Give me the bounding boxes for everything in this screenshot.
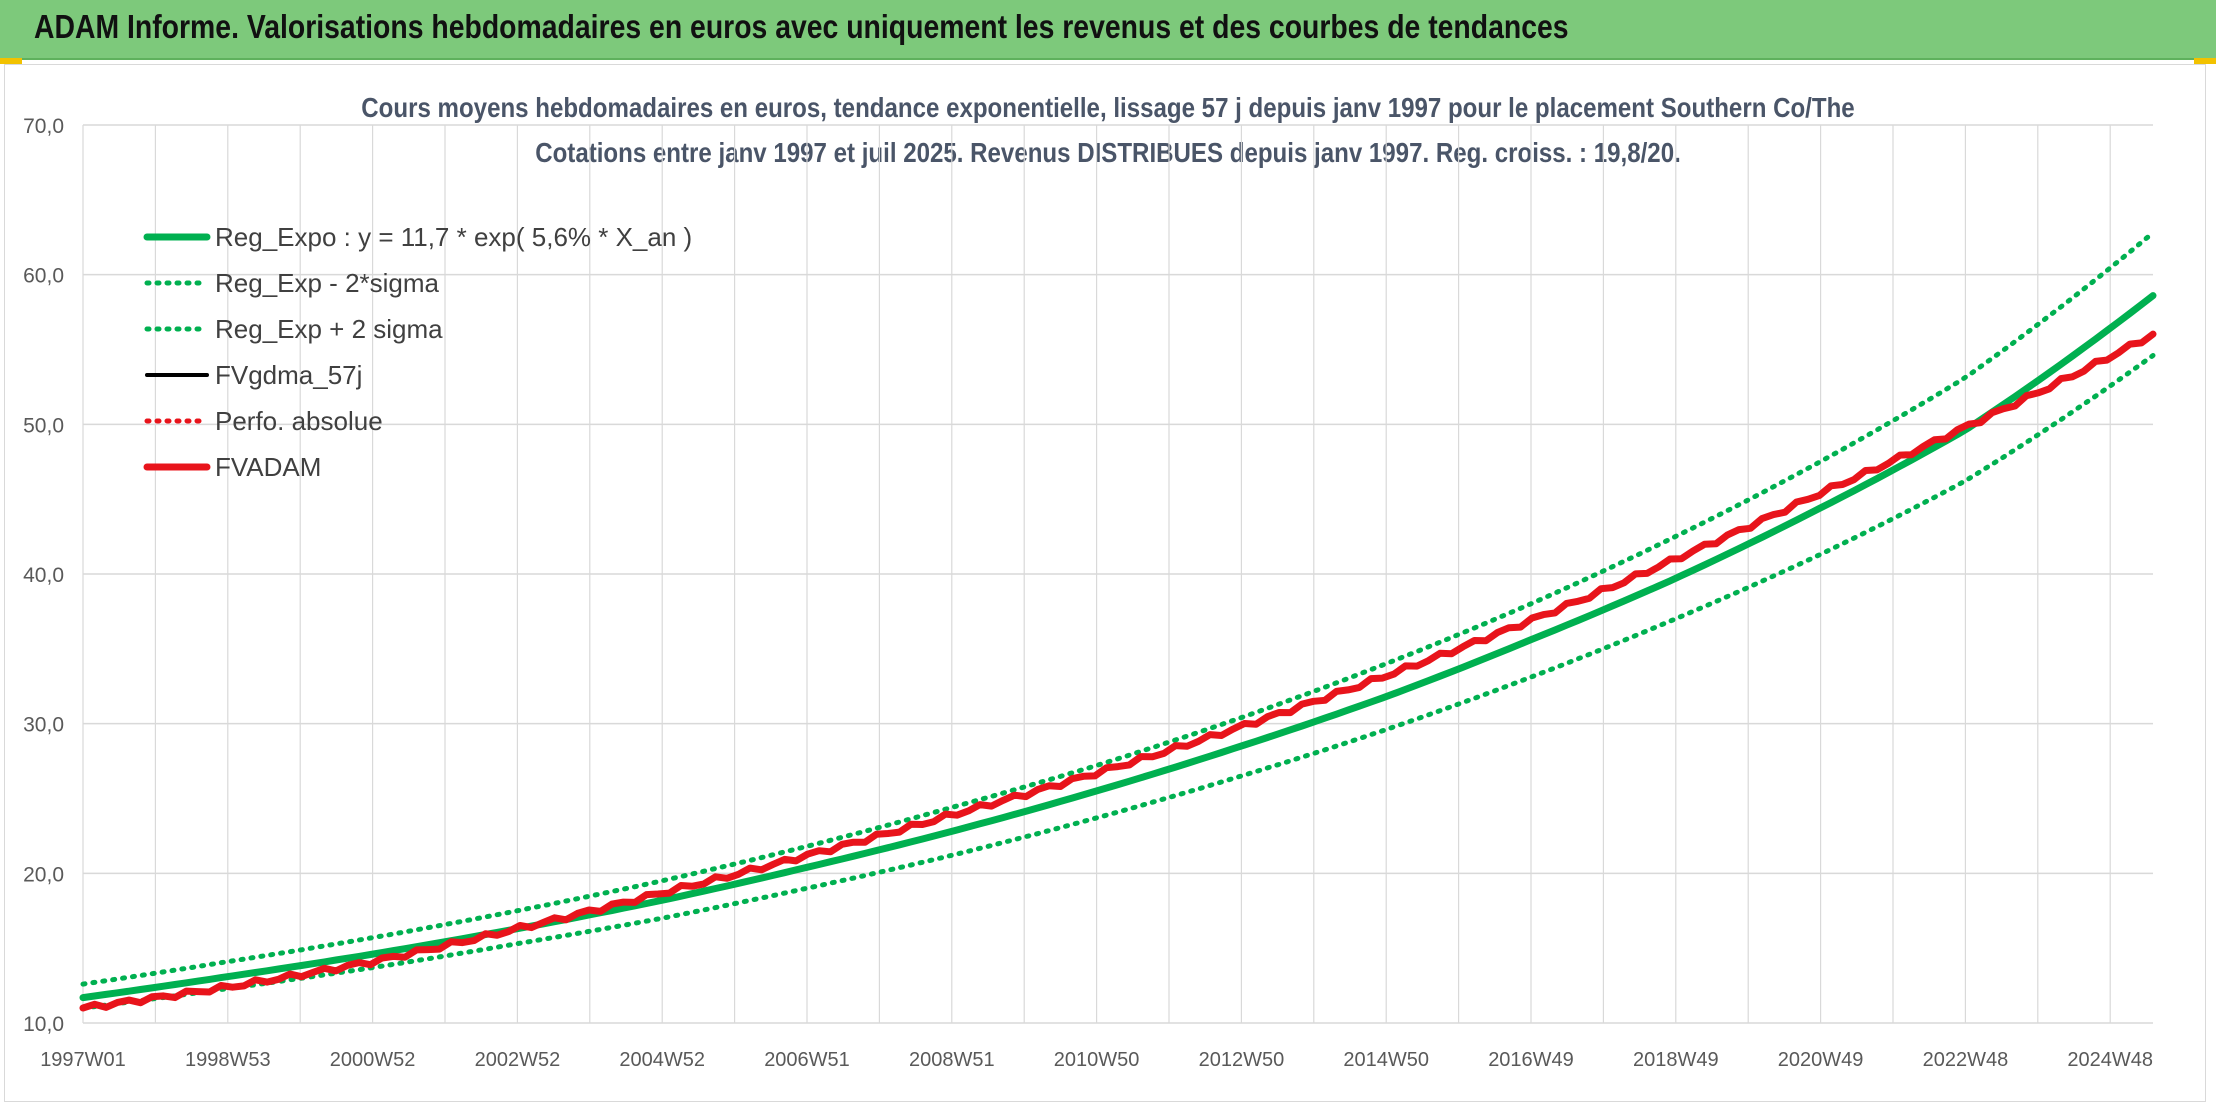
x-tick-label: 2010W50 (1054, 1049, 1140, 1071)
series-line-reg_expo (79, 292, 2157, 1002)
legend-label: Reg_Expo : y = 11,7 * exp( 5,6% * X_an ) (215, 222, 692, 252)
chart-title: Cours moyens hebdomadaires en euros, ten… (361, 92, 1855, 123)
x-tick-label: 2012W50 (1199, 1049, 1285, 1071)
legend-label: Perfo. absolue (215, 406, 383, 436)
x-tick-label: 2016W49 (1488, 1049, 1574, 1071)
series-line-reg_exp (80, 353, 2156, 1011)
x-tick-label: 2004W52 (619, 1049, 705, 1071)
x-tick-label: 1998W53 (185, 1049, 271, 1071)
legend-label: Reg_Exp + 2 sigma (215, 314, 443, 344)
x-tick-label: 2024W48 (2067, 1049, 2153, 1071)
corner-marker-left (0, 58, 22, 64)
y-tick-label: 20,0 (23, 863, 64, 886)
x-tick-label: 2014W50 (1343, 1049, 1429, 1071)
legend-label: FVgdma_57j (215, 360, 362, 390)
y-tick-label: 60,0 (23, 265, 64, 288)
y-tick-label: 40,0 (23, 564, 64, 587)
chart-subtitle: Cotations entre janv 1997 et juil 2025. … (535, 137, 1681, 168)
page-title: ADAM Informe. Valorisations hebdomadaire… (34, 8, 1569, 45)
x-tick-label: 2018W49 (1633, 1049, 1719, 1071)
x-tick-label: 2006W51 (764, 1049, 850, 1071)
y-tick-label: 10,0 (23, 1013, 64, 1036)
corner-marker-right (2194, 58, 2216, 64)
chart-frame (4, 64, 2206, 1102)
x-tick-label: 1997W01 (40, 1049, 126, 1071)
y-tick-label: 50,0 (23, 414, 64, 437)
series-line-reg_exp (80, 230, 2156, 987)
x-tick-label: 2000W52 (330, 1049, 416, 1071)
legend-label: Reg_Exp - 2*sigma (215, 268, 440, 298)
series-line-fvadam (79, 330, 2157, 1012)
legend-label: FVADAM (215, 452, 321, 482)
x-tick-label: 2008W51 (909, 1049, 995, 1071)
x-tick-label: 2002W52 (475, 1049, 561, 1071)
x-tick-label: 2022W48 (1923, 1049, 2009, 1071)
y-tick-label: 70,0 (23, 115, 64, 138)
y-tick-label: 30,0 (23, 714, 64, 737)
x-tick-label: 2020W49 (1778, 1049, 1864, 1071)
header-bar: ADAM Informe. Valorisations hebdomadaire… (0, 0, 2216, 60)
